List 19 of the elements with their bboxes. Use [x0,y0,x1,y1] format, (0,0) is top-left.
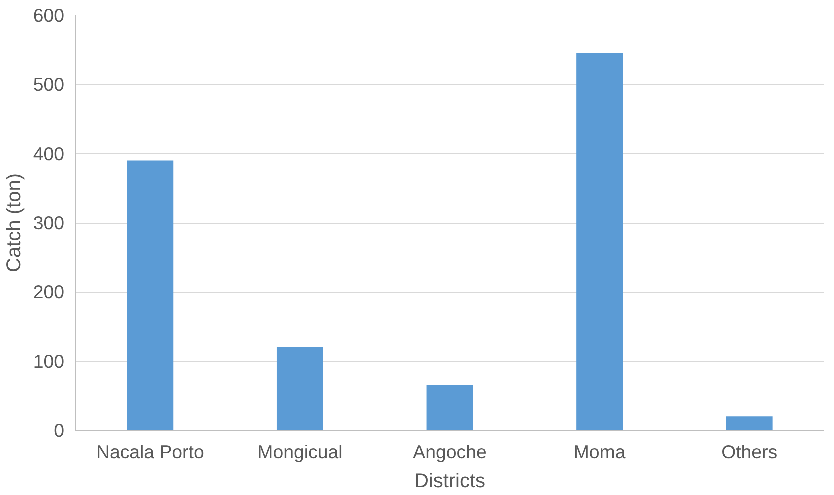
x-tick-label: Mongicual [258,442,343,462]
y-tick-label: 0 [54,420,65,441]
y-tick-label: 300 [33,212,65,234]
x-tick-label: Nacala Porto [96,442,204,462]
bar [127,160,174,430]
bar [276,348,324,430]
bar [576,54,624,430]
x-axis-title: Districts [414,470,486,492]
y-axis-title: Catch (ton) [3,174,26,272]
y-tick-label: 500 [33,74,65,96]
x-tick-label: Moma [574,442,626,462]
bar [726,416,773,430]
y-tick-label: 600 [33,5,65,26]
y-tick-label: 100 [33,350,65,372]
x-tick-label: Others [722,442,778,462]
bar [426,386,474,430]
y-tick-label: 200 [33,282,65,303]
y-tick-label: 400 [33,143,65,164]
x-tick-label: Angoche [413,442,487,462]
